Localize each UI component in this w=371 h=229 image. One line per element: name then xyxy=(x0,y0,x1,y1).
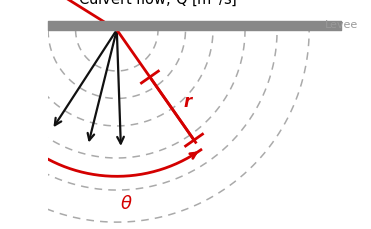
Text: r: r xyxy=(184,93,192,111)
Text: Culvert flow, Q [m$^3$/s]: Culvert flow, Q [m$^3$/s] xyxy=(78,0,238,9)
Text: $\theta$: $\theta$ xyxy=(119,195,132,213)
Text: Levee: Levee xyxy=(325,20,358,30)
